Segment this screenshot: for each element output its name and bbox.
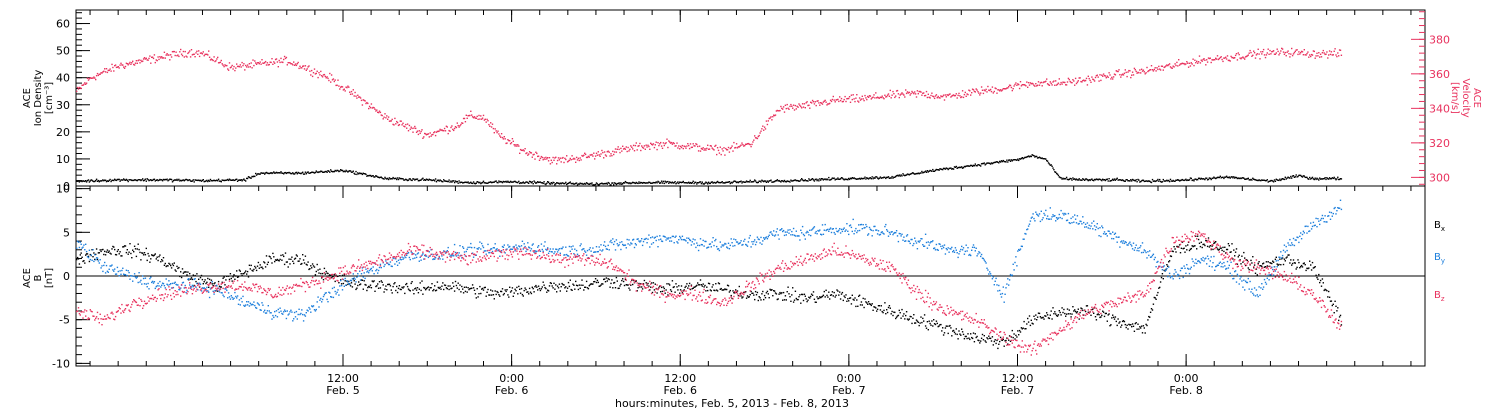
bottom-y-label-line: [nT] xyxy=(44,268,55,288)
bottom-tick-label: 10 xyxy=(56,183,70,196)
x-tick-time: 12:00 xyxy=(1002,372,1034,385)
left-tick-label: 50 xyxy=(56,45,70,58)
x-tick-date: Feb. 6 xyxy=(664,384,697,397)
right-tick-label: 340 xyxy=(1429,102,1450,115)
x-tick-time: 0:00 xyxy=(1174,372,1199,385)
right-y-label: ACEVelocity[km/s] xyxy=(1449,78,1482,117)
left-y-label-line: [cm⁻³] xyxy=(44,82,55,114)
left-tick-label: 10 xyxy=(56,153,70,166)
left-y-label-line: Ion Density xyxy=(33,70,44,127)
velocity-points xyxy=(76,47,1343,165)
bottom-y-label-line: B xyxy=(33,274,44,281)
bottom-tick-label: 5 xyxy=(63,226,70,239)
series-bx-points xyxy=(76,235,1343,350)
top-plot-frame xyxy=(75,9,1426,187)
x-tick-time: 12:00 xyxy=(664,372,696,385)
bottom-tick-label: -10 xyxy=(52,357,70,370)
left-y-label: ACEIon Density[cm⁻³] xyxy=(22,70,55,127)
density-points xyxy=(76,154,1343,186)
left-tick-label: 30 xyxy=(56,99,70,112)
left-tick-label: 20 xyxy=(56,126,70,139)
bottom-y-label-line: ACE xyxy=(22,268,33,288)
legend-bx: Bx xyxy=(1434,220,1445,233)
x-tick-date: Feb. 7 xyxy=(832,384,865,397)
right-y-label-line: [km/s] xyxy=(1449,82,1460,114)
legend-bz: Bz xyxy=(1434,290,1445,303)
legend-base: B xyxy=(1434,252,1441,263)
x-tick-date: Feb. 8 xyxy=(1169,384,1202,397)
left-tick-label: 40 xyxy=(56,72,70,85)
right-tick-label: 320 xyxy=(1429,137,1450,150)
legend-sub: z xyxy=(1441,295,1445,303)
right-y-label-line: Velocity xyxy=(1460,78,1471,117)
series-bz-points xyxy=(76,230,1343,356)
left-tick-label: 60 xyxy=(56,18,70,31)
bottom-tick-label: -5 xyxy=(59,314,70,327)
right-tick-label: 360 xyxy=(1429,68,1450,81)
right-tick-label: 300 xyxy=(1429,171,1450,184)
x-tick-time: 12:00 xyxy=(327,372,359,385)
bottom-y-label: ACEB[nT] xyxy=(22,268,55,288)
right-tick-label: 380 xyxy=(1429,33,1450,46)
legend-base: B xyxy=(1434,290,1441,301)
legend-by: By xyxy=(1434,252,1445,265)
x-tick-date: Feb. 5 xyxy=(326,384,359,397)
legend-sub: x xyxy=(1441,225,1445,233)
legend-sub: y xyxy=(1441,257,1445,265)
legend-base: B xyxy=(1434,220,1441,231)
right-y-label-line: ACE xyxy=(1471,88,1482,108)
series-by-points xyxy=(76,199,1343,322)
x-tick-date: Feb. 7 xyxy=(1001,384,1034,397)
x-axis-label: hours:minutes, Feb. 5, 2013 - Feb. 8, 20… xyxy=(615,397,849,410)
x-tick-time: 0:00 xyxy=(499,372,524,385)
bottom-tick-label: 0 xyxy=(63,270,70,283)
left-tick-label: 0 xyxy=(63,180,70,193)
x-tick-date: Feb. 6 xyxy=(495,384,528,397)
x-tick-time: 0:00 xyxy=(837,372,862,385)
left-y-label-line: ACE xyxy=(22,88,33,108)
